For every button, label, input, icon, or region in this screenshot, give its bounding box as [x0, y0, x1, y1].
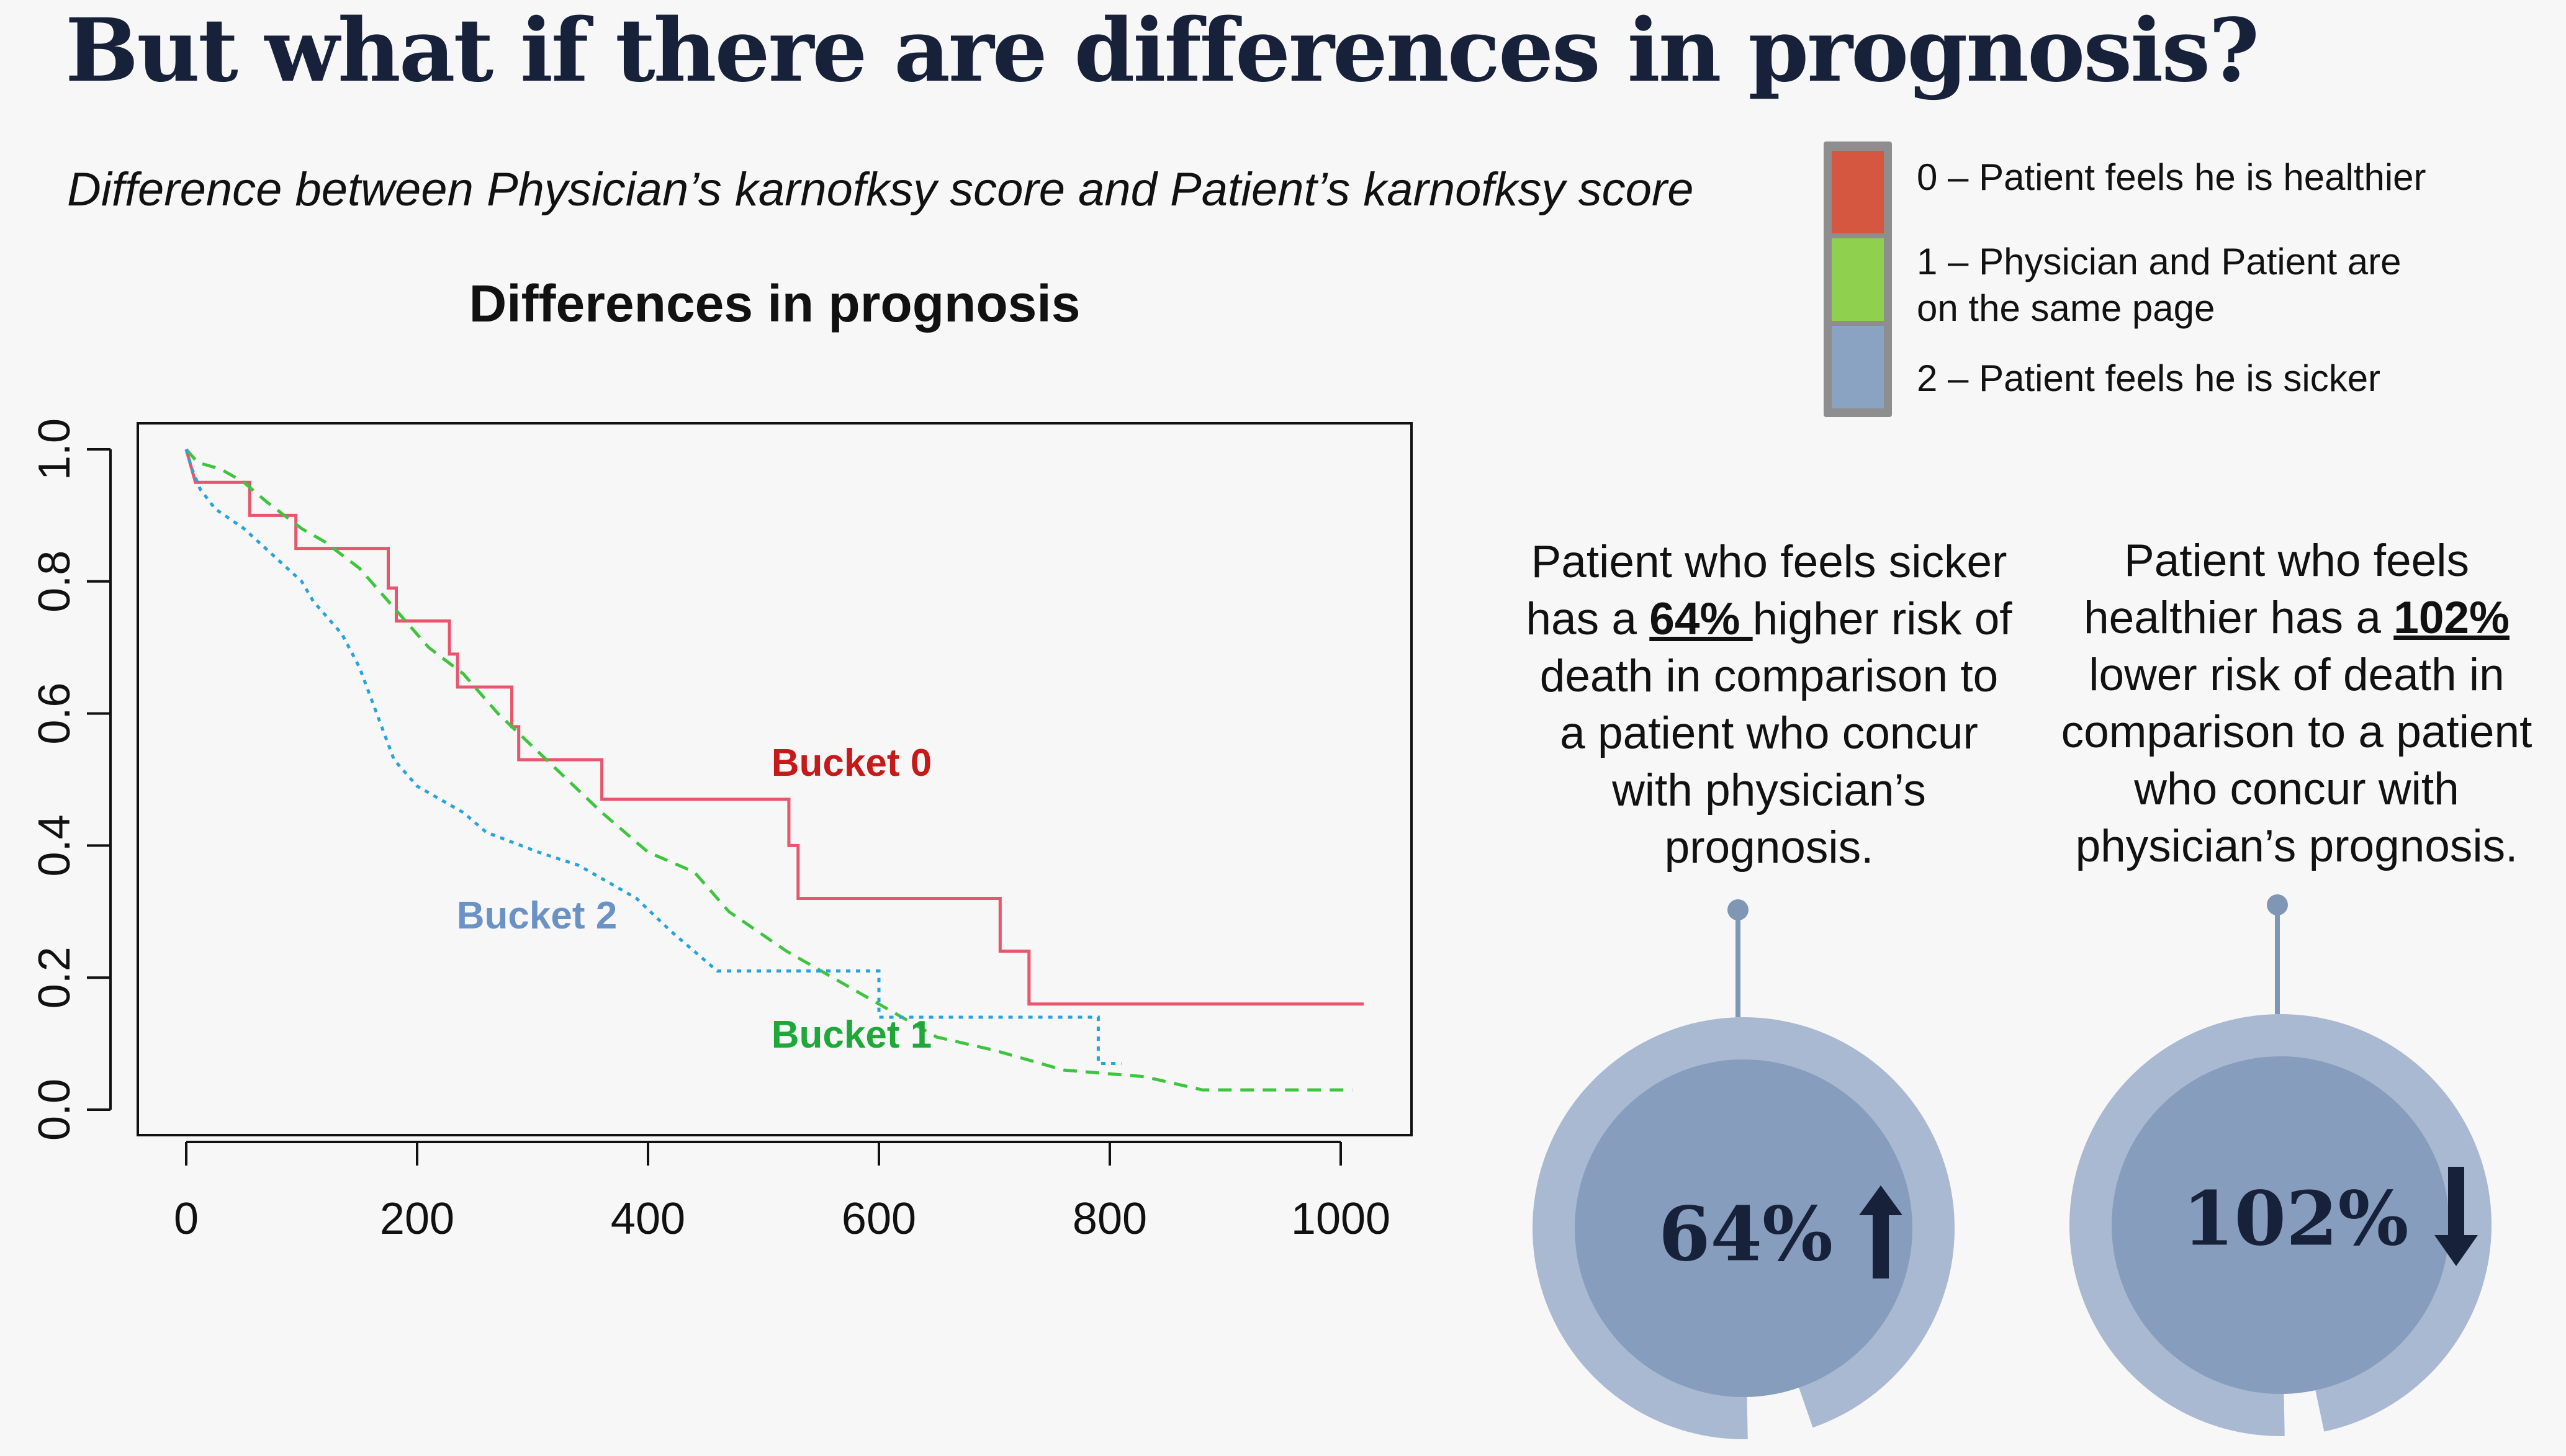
annotation-healthier-line-5: who concur with [2134, 764, 2459, 814]
annotation-healthier-line-4: comparison to a patient [2061, 707, 2532, 757]
y-tick-label: 0.2 [30, 946, 79, 1009]
y-tick-label: 0.4 [30, 814, 79, 876]
pin-line-healthier [2275, 905, 2280, 1060]
x-tick-label: 0 [174, 1194, 199, 1244]
page-title: But what if there are differences in pro… [65, 0, 2259, 102]
pin-dot-healthier [2267, 894, 2288, 915]
x-tick-label: 400 [611, 1194, 685, 1244]
annotation-sicker-emphasis: 64% [1649, 594, 1753, 644]
pin-dot-sicker [1727, 899, 1749, 920]
annotation-sicker-line-2: has a 64% higher risk of [1490, 591, 2048, 648]
gauge-core [1575, 1059, 1912, 1397]
legend-label-0: 0 – Patient feels he is healthier [1917, 154, 2426, 200]
y-tick-label: 0.6 [30, 683, 79, 745]
gauge-value-healthier-text: 102% [2182, 1175, 2409, 1263]
legend-label-2-line-1: 2 – Patient feels he is sicker [1917, 357, 2381, 399]
pin-line-sicker [1735, 910, 1740, 1065]
annotation-healthier-line-1: Patient who feels [2124, 536, 2469, 586]
annotation-healthier-emphasis: 102% [2393, 593, 2510, 643]
y-tick-label: 1.0 [30, 418, 79, 480]
y-axis: 0.0 0.2 0.4 0.6 0.8 1.0 [30, 418, 112, 1141]
plot-frame [137, 422, 1413, 1136]
annotation-healthier-line-6: physician’s prognosis. [2075, 821, 2518, 871]
gauge-sicker [1533, 1017, 1955, 1439]
legend-label-1-line-1: 1 – Physician and Patient are [1917, 241, 2402, 282]
series-line-2 [184, 449, 1122, 1066]
x-tick-label: 600 [842, 1194, 916, 1244]
chart-title: Differences in prognosis [469, 274, 1081, 333]
gauge-value-sicker-text: 64% [1659, 1190, 1834, 1278]
annotation-healthier: Patient who feels healthier has a 102% l… [2024, 533, 2566, 875]
x-tick-label: 200 [380, 1194, 454, 1244]
annotation-healthier-line-3: lower risk of death in [2089, 650, 2505, 700]
gauge-healthier [2069, 1013, 2492, 1436]
legend-label-0-line-1: 0 – Patient feels he is healthier [1917, 156, 2426, 198]
annotation-sicker: Patient who feels sicker has a 64% highe… [1490, 534, 2048, 876]
annotation-sicker-text-b: higher risk of [1752, 594, 2012, 644]
annotation-sicker-line-4: a patient who concur [1560, 708, 1978, 758]
legend-label-1-line-2: on the same page [1917, 287, 2215, 329]
annotation-sicker-line-3: death in comparison to [1539, 651, 1999, 701]
gauge-value-sicker: 64% [1659, 1185, 1902, 1296]
legend-label-2: 2 – Patient feels he is sicker [1917, 355, 2380, 402]
gauge-value-healthier: 102% [2182, 1167, 2478, 1284]
x-tick-label: 1000 [1291, 1194, 1390, 1244]
legend-label-1: 1 – Physician and Patient are on the sam… [1917, 238, 2402, 331]
annotation-sicker-text-a: has a [1526, 594, 1650, 644]
series-label-0: Bucket 0 [772, 742, 932, 784]
annotation-sicker-line-6: prognosis. [1664, 822, 1874, 873]
annotation-healthier-line-2: healthier has a 102% [2024, 590, 2566, 647]
x-tick-label: 800 [1073, 1194, 1147, 1244]
annotation-healthier-text-a: healthier has a [2084, 593, 2394, 643]
legend-swatch-2 [1832, 326, 1884, 408]
annotation-sicker-line-5: with physician’s [1612, 765, 1926, 816]
series-line-1 [185, 448, 1353, 1092]
series-labels: Bucket 0 Bucket 1 Bucket 2 [457, 742, 932, 1056]
legend-swatch-0 [1832, 151, 1884, 233]
series-label-2: Bucket 2 [457, 894, 617, 937]
series-group [184, 448, 1364, 1092]
series-line-0 [184, 449, 1364, 1006]
y-tick-label: 0.8 [30, 550, 79, 613]
y-tick-label: 0.0 [30, 1079, 79, 1141]
gauge-core [2112, 1056, 2449, 1394]
arrow-up-icon [1858, 1185, 1902, 1296]
x-axis: 0 200 400 600 800 1000 [174, 1141, 1390, 1244]
legend-swatch-1 [1832, 238, 1884, 321]
annotation-sicker-line-1: Patient who feels sicker [1531, 537, 2007, 587]
arrow-down-icon [2434, 1167, 2478, 1284]
survival-chart: Differences in prognosis 0 200 400 600 800 10… [30, 274, 1413, 1244]
series-label-1: Bucket 1 [772, 1013, 932, 1056]
page-subtitle: Difference between Physician’s karnofksy… [67, 163, 1694, 216]
